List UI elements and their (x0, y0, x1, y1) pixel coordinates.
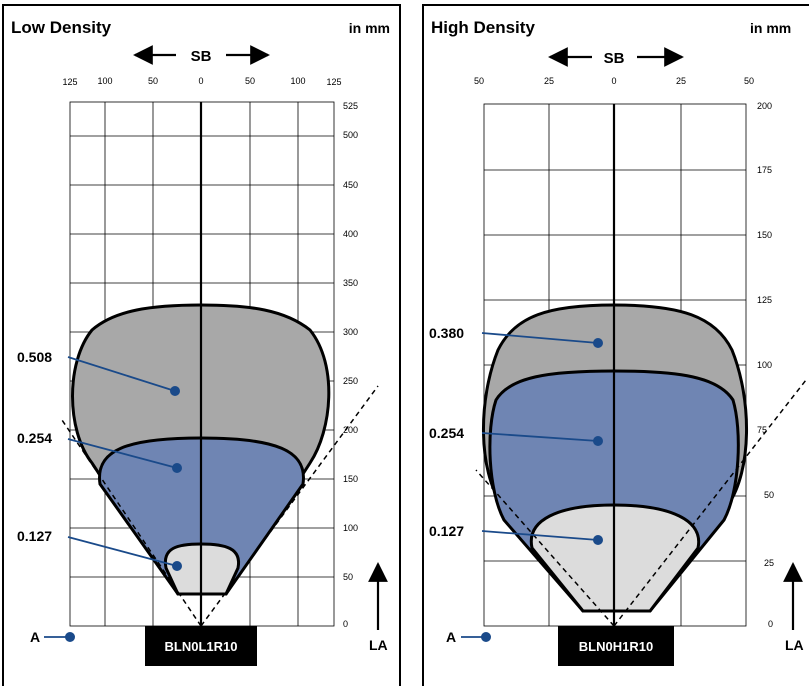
model-label: BLN0H1R10 (579, 639, 653, 654)
y-tick-label: 350 (343, 278, 358, 288)
sb-label: SB (604, 50, 625, 67)
leader-dot (593, 338, 603, 348)
leader-dot (170, 386, 180, 396)
a-dot (65, 632, 75, 642)
y-tick-label: 75 (757, 425, 767, 435)
panel-high-density: High Density in mm SB 50 25 0 25 50 200 … (422, 4, 809, 686)
leader-dot (593, 535, 603, 545)
leader-dot (593, 436, 603, 446)
y-tick-label: 150 (343, 474, 358, 484)
leader-line (67, 356, 176, 392)
y-tick-label: 250 (343, 376, 358, 386)
y-tick-label: 125 (757, 295, 772, 305)
leader-line (481, 332, 599, 344)
scan-angle-line (613, 379, 807, 627)
y-tick-label: 100 (343, 523, 358, 533)
zone-label: 0.254 (17, 430, 52, 446)
x-tick-label: 50 (148, 76, 158, 86)
model-label: BLN0L1R10 (165, 639, 238, 654)
y-tick-label: 450 (343, 180, 358, 190)
x-tick-label: 25 (676, 76, 686, 86)
scan-angle-line (200, 385, 379, 627)
zone-label: 0.380 (429, 325, 464, 341)
a-label: A (446, 629, 456, 645)
a-label: A (30, 629, 40, 645)
x-tick-label: 25 (544, 76, 554, 86)
unit-label: in mm (750, 20, 791, 36)
leader-dot (172, 561, 182, 571)
scan-angle-line (475, 469, 615, 627)
x-tick-label: 125 (326, 77, 341, 87)
x-tick-label: 100 (97, 76, 112, 86)
y-tick-label: 300 (343, 327, 358, 337)
a-dot (481, 632, 491, 642)
panel-title: High Density (431, 18, 535, 37)
y-tick-label: 0 (343, 619, 348, 629)
y-tick-label: 200 (757, 101, 772, 111)
leader-line (67, 438, 178, 469)
model-label-box (145, 626, 257, 666)
zone-label: 0.127 (17, 528, 52, 544)
leader-line (481, 432, 599, 442)
sb-label: SB (191, 48, 212, 65)
x-tick-label: 50 (744, 76, 754, 86)
leader-line (67, 536, 178, 567)
y-tick-label: 25 (764, 558, 774, 568)
model-label-box (558, 626, 674, 666)
panel-title: Low Density (11, 18, 112, 37)
unit-label: in mm (349, 20, 390, 36)
y-tick-label: 500 (343, 130, 358, 140)
y-tick-label: 100 (757, 360, 772, 370)
zone-label: 0.127 (429, 523, 464, 539)
panel-low-density: Low Density in mm SB 125 100 50 0 50 100… (2, 4, 401, 686)
x-tick-label: 100 (290, 76, 305, 86)
y-tick-label: 50 (343, 572, 353, 582)
x-tick-label: 125 (62, 77, 77, 87)
y-tick-label: 175 (757, 165, 772, 175)
y-tick-label: 150 (757, 230, 772, 240)
leader-line (481, 530, 599, 541)
x-tick-label: 50 (245, 76, 255, 86)
zone-label: 0.254 (429, 425, 464, 441)
la-label: LA (369, 637, 388, 653)
x-tick-label: 50 (474, 76, 484, 86)
x-tick-label: 0 (611, 76, 616, 86)
x-tick-label: 0 (198, 76, 203, 86)
y-tick-label: 400 (343, 229, 358, 239)
zone-label: 0.508 (17, 349, 52, 365)
scan-angle-line (61, 419, 202, 627)
la-label: LA (785, 637, 804, 653)
y-tick-label: 50 (764, 490, 774, 500)
y-tick-label: 0 (768, 619, 773, 629)
leader-dot (172, 463, 182, 473)
panel-frame (422, 4, 809, 686)
y-tick-label: 525 (343, 101, 358, 111)
panel-frame (2, 4, 401, 686)
y-tick-label: 200 (343, 425, 358, 435)
